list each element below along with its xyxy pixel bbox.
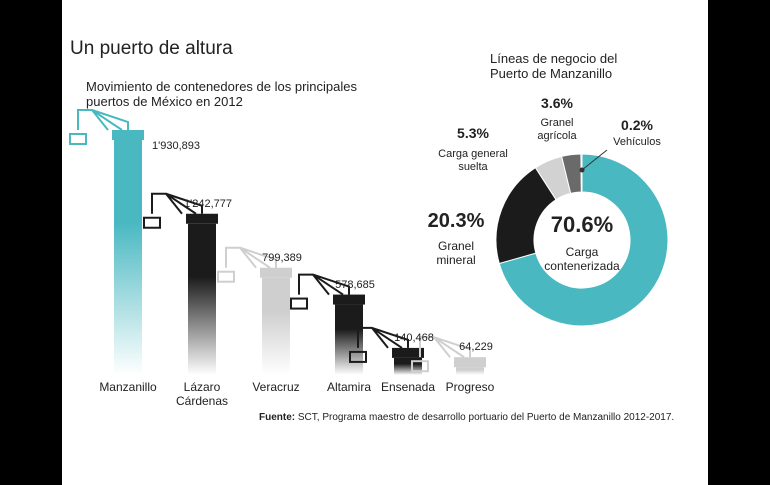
slice-value-label: 70.6% [550,212,614,237]
crane-container [143,216,161,229]
crane-cab [260,267,292,278]
slice-label: Granel mineral [436,239,476,267]
crane-cab [454,357,486,368]
crane-arm [151,192,203,215]
crane-arm [419,336,471,359]
value-label: 1'930,893 [152,140,200,152]
x-tick-label: Manzanillo [99,380,157,394]
chart-title: Un puerto de altura [70,38,233,59]
slice-value-label: 5.3% [457,125,489,141]
crane-container [411,360,429,373]
x-tick-label: Veracruz [252,380,300,394]
slice-label: Carga contenerizada [544,245,620,273]
donut-title: Líneas de negocio del Puerto de Manzanil… [490,51,618,81]
x-tick-label: Altamira [326,380,371,394]
donut-slice [498,153,669,327]
bar [456,367,484,375]
bar [262,277,290,375]
crane-container [217,270,235,283]
crane-arm [225,246,277,269]
crane-container [69,133,87,145]
value-label: 1'242,777 [184,197,232,210]
donut-slice [580,153,583,193]
x-tick-label: Progreso [445,380,495,394]
crane-container [290,297,308,310]
slice-value-label: 0.2% [621,117,653,133]
slice-value-label: 3.6% [541,95,573,111]
crane-arm [77,109,129,131]
leader-dot [579,167,585,173]
source-text: SCT, Programa maestro de desarrollo port… [297,412,675,423]
crane-container [349,350,367,363]
bar [188,223,216,375]
crane-cab [112,130,144,140]
slice-label: Carga general suelta [438,148,508,173]
source-note: Fuente: SCT, Programa maestro de desarro… [259,412,674,424]
value-label: 578,685 [335,278,375,291]
value-label: 799,389 [262,251,302,264]
value-label: 64,229 [459,341,493,354]
crane-arm [298,273,350,296]
slice-label: Vehículos [613,136,661,148]
crane-cab [186,213,218,224]
slice-value-label: 20.3% [427,210,485,232]
crane-cab [392,347,424,358]
leader-line [581,149,608,171]
bar [114,140,142,375]
x-tick-label: Ensenada [380,380,436,394]
source-label: Fuente: [259,412,296,423]
infographic: Un puerto de altura Movimiento de conten… [62,0,708,485]
crane-arm [357,326,409,349]
chart-subtitle: Movimiento de contenedores de los princi… [86,79,357,109]
value-label: 140,468 [394,331,434,344]
slice-label: Granel agrícola [537,117,577,142]
crane-cab [333,294,365,305]
x-tick-label: Lázaro Cárdenas [175,380,229,408]
chart [69,109,669,375]
